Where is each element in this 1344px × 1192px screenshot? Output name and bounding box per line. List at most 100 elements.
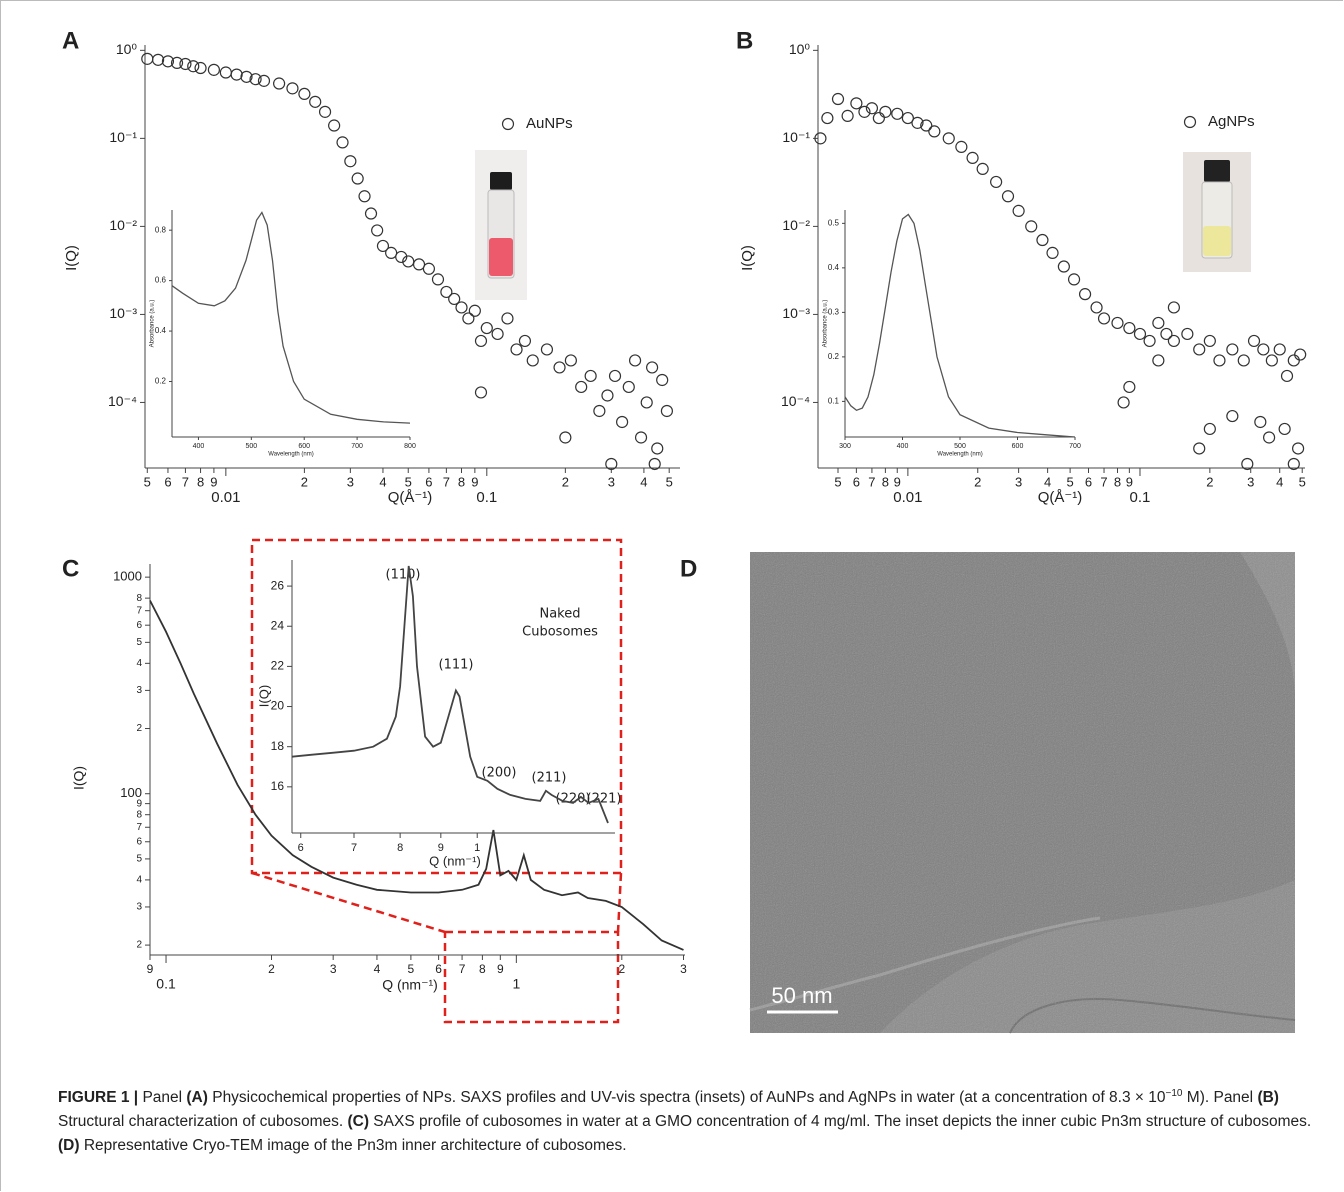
caption-text: Structural characterization of cubosomes… [58,1113,348,1131]
x-tick-label: 7 [868,474,875,489]
vial-photo [475,150,527,300]
panel-label: C [62,555,79,582]
y-tick-label: 18 [271,739,285,753]
data-point [564,354,577,367]
caption-text: Representative Cryo-TEM image of the Pn3… [79,1137,627,1155]
data-point [966,151,979,164]
caption-text: (A) [186,1089,208,1107]
y-tick-label: 0.4 [828,263,840,272]
y-tick-label: 0.8 [155,225,167,234]
chart: 0.2 0.4 0.6 0.8 400 500 600 700 800 Absorbance (a… [150,210,416,458]
x-tick-label: 3 [330,962,337,976]
x-tick-label: 2 [301,474,308,489]
y-tick-label: 0.4 [155,326,167,335]
data-point [656,373,669,387]
data-point [841,109,854,122]
y-tick-label: 26 [271,578,285,592]
data-point [540,343,554,356]
data-point [1263,431,1276,444]
legend-marker [501,117,515,131]
y-tick-label: 2 [136,723,142,734]
data-point [1287,457,1300,471]
y-axis-label: I(Q) [63,245,80,271]
data-point [891,107,904,120]
x-tick-label: 1 [474,842,480,854]
data-point [1292,442,1305,455]
x-tick-label: 8 [397,842,403,854]
x-tick-label: 9 [894,474,901,489]
data-point [1167,334,1180,348]
data-point [593,404,606,418]
peak-label: (110) [386,568,421,583]
x-tick-label: 2 [974,474,981,489]
y-tick-label: 20 [271,699,285,713]
x-tick-label: 5 [1066,474,1073,489]
y-tick-label: 4 [136,658,142,669]
x-tick-label: 6 [164,474,171,489]
data-point [651,442,664,455]
data-point [622,380,635,394]
data-point [831,92,845,106]
x-tick-label: 2 [268,962,275,976]
data-point [928,125,941,138]
x-tick-label: 7 [459,962,466,976]
caption: FIGURE 1 | Panel (A) Physicochemical pro… [58,1082,1330,1158]
chart: 16 18 20 22 24 26 6 7 8 9 1 I(Q) Q (nm⁻¹) [256,560,615,868]
data-point [480,321,493,335]
y-tick-label: 3 [136,685,142,696]
y-tick-label: 10⁻¹ [109,129,137,145]
x-tick-label: 2 [1206,474,1213,489]
data-point [575,380,588,394]
data-point [1123,380,1136,394]
data-point [395,250,408,264]
legend-marker [1183,115,1197,129]
y-tick-label: 2 [136,940,142,951]
y-tick-label: 0.6 [155,276,167,285]
y-axis-label: Absorbance (a.u.) [823,300,829,348]
caption-text: Physicochemical properties of NPs. SAXS … [207,1089,1166,1107]
data-point [474,334,488,348]
x-tick-label: 8 [1114,474,1121,489]
y-tick-label: 0.1 [828,397,840,406]
data-point [273,77,286,90]
data-point [219,66,232,79]
x-tick-label: 3 [608,474,615,489]
x-tick-label: 400 [193,443,205,450]
x-tick-label: 7 [443,474,450,489]
x-tick-label: 4 [1276,474,1283,489]
data-point [1036,233,1049,247]
data-point [1265,354,1278,367]
peak-label: (200) [482,766,517,781]
y-axis-label: I(Q) [739,245,756,271]
y-tick-label: 10⁰ [116,41,138,57]
y-tick-label: 9 [136,798,142,809]
data-point [371,224,384,237]
data-point [1181,327,1194,341]
data-point [474,386,488,399]
data-point [309,95,322,108]
x-tick-label: 5 [144,474,151,489]
tem-image [749,552,1296,1034]
y-tick-label: 22 [271,659,285,673]
x-axis-label: Q(Å⁻¹) [388,489,433,506]
y-tick-label: 7 [136,822,142,833]
x-tick-label: 0.01 [211,489,240,506]
data-point [955,140,968,153]
peak-label: (111) [439,658,474,673]
panel-label: D [680,555,697,582]
peak-label: (211) [532,771,567,786]
x-tick-label: 6 [853,474,860,489]
data-point [1025,220,1038,233]
data-point [942,132,955,145]
y-tick-label: 10⁻¹ [782,129,810,145]
data-point [385,246,398,259]
data-point [1294,348,1307,361]
x-tick-label: 9 [438,842,444,854]
y-tick-label: 5 [136,854,142,865]
data-point [422,262,436,275]
x-tick-label: 6 [435,962,442,976]
data-line [291,565,609,824]
